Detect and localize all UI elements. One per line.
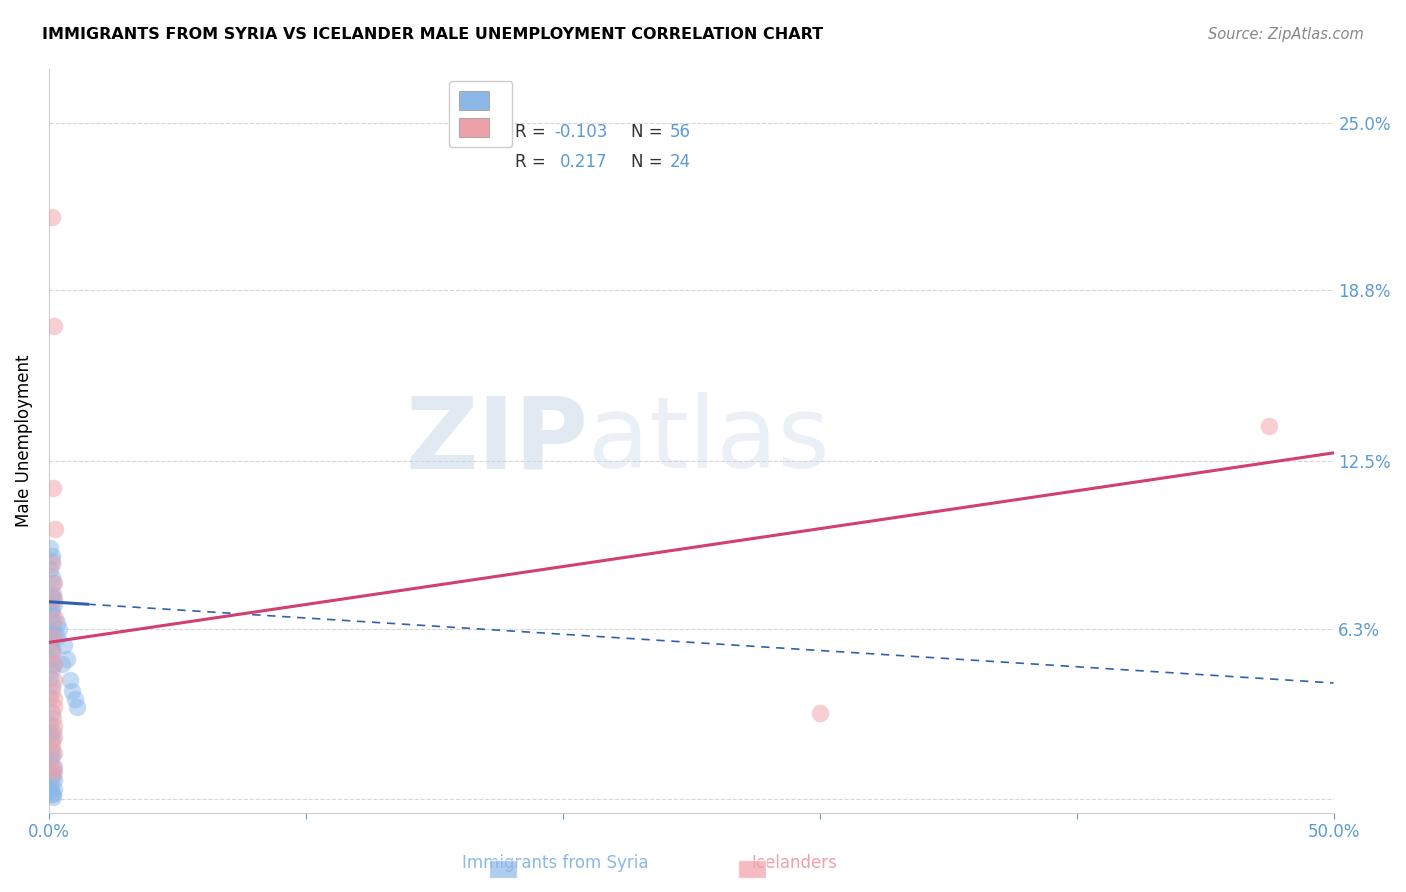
Point (42, 481, 65, 495)
Point (41, 744, 63, 758)
Point (41, 768, 63, 782)
Text: R =: R = (515, 153, 551, 170)
Point (41, 590, 63, 604)
Point (39, 598, 62, 612)
Point (42, 724, 65, 739)
Text: 0.217: 0.217 (560, 153, 607, 170)
Text: 24: 24 (669, 153, 690, 170)
Point (41, 570, 63, 584)
Point (45, 630, 67, 644)
Point (42, 692, 65, 706)
Point (42, 616, 65, 631)
Point (39, 635, 62, 649)
Point (60, 684, 83, 698)
Point (42, 760, 65, 774)
Point (44, 522, 66, 536)
Point (42, 765, 65, 780)
Text: IMMIGRANTS FROM SYRIA VS ICELANDER MALE UNEMPLOYMENT CORRELATION CHART: IMMIGRANTS FROM SYRIA VS ICELANDER MALE … (42, 27, 824, 42)
Point (42, 787, 65, 801)
Point (41, 732, 63, 747)
Point (41, 554, 63, 568)
Point (41, 646, 63, 660)
Point (1258, 418, 1281, 433)
Point (41, 608, 63, 623)
Point (41, 738, 63, 752)
Point (41, 679, 63, 693)
Point (41, 643, 63, 657)
Point (41, 771, 63, 785)
Point (39, 671, 62, 685)
Point (42, 673, 65, 688)
Point (41, 684, 63, 698)
Text: R =: R = (515, 123, 551, 141)
Point (42, 730, 65, 744)
Point (63, 692, 86, 706)
Point (53, 638, 76, 652)
Point (42, 598, 65, 612)
Point (42, 592, 65, 607)
Point (41, 706, 63, 720)
Point (39, 784, 62, 798)
Point (39, 541, 62, 555)
Text: ZIP: ZIP (405, 392, 589, 489)
Y-axis label: Male Unemployment: Male Unemployment (15, 354, 32, 527)
Point (42, 592, 65, 607)
Point (39, 727, 62, 741)
Point (42, 711, 65, 725)
Point (41, 643, 63, 657)
Point (58, 673, 80, 688)
Text: -0.103: -0.103 (554, 123, 607, 141)
Point (39, 651, 62, 665)
Point (45, 616, 67, 631)
Point (41, 603, 63, 617)
Point (39, 622, 62, 636)
Point (42, 630, 65, 644)
Point (41, 749, 63, 764)
Text: atlas: atlas (589, 392, 830, 489)
Point (41, 787, 63, 801)
Point (42, 773, 65, 788)
Text: Immigrants from Syria: Immigrants from Syria (463, 855, 648, 872)
Point (41, 549, 63, 563)
Point (42, 657, 65, 671)
Text: N =: N = (631, 153, 668, 170)
Point (42, 318, 65, 333)
Point (39, 690, 62, 704)
Point (66, 700, 89, 714)
Point (39, 603, 62, 617)
Text: Source: ZipAtlas.com: Source: ZipAtlas.com (1208, 27, 1364, 42)
Point (42, 624, 65, 639)
Point (48, 622, 70, 636)
Point (39, 779, 62, 793)
Point (41, 662, 63, 676)
Point (41, 557, 63, 571)
Point (42, 765, 65, 780)
Point (42, 575, 65, 590)
Point (42, 657, 65, 671)
Point (56, 651, 79, 665)
Point (42, 587, 65, 601)
Point (44, 611, 66, 625)
Point (39, 562, 62, 576)
Legend: , : , (449, 80, 512, 147)
Point (42, 760, 65, 774)
Text: Icelanders: Icelanders (751, 855, 838, 872)
Point (42, 747, 65, 761)
Text: N =: N = (631, 123, 668, 141)
Point (42, 789, 65, 804)
Point (41, 211, 63, 225)
Point (39, 752, 62, 766)
Point (42, 719, 65, 733)
Point (42, 781, 65, 796)
Point (42, 575, 65, 590)
Point (39, 716, 62, 731)
Point (808, 706, 831, 720)
Point (42, 700, 65, 714)
Point (41, 630, 63, 644)
Text: 56: 56 (669, 123, 690, 141)
Point (51, 657, 73, 671)
